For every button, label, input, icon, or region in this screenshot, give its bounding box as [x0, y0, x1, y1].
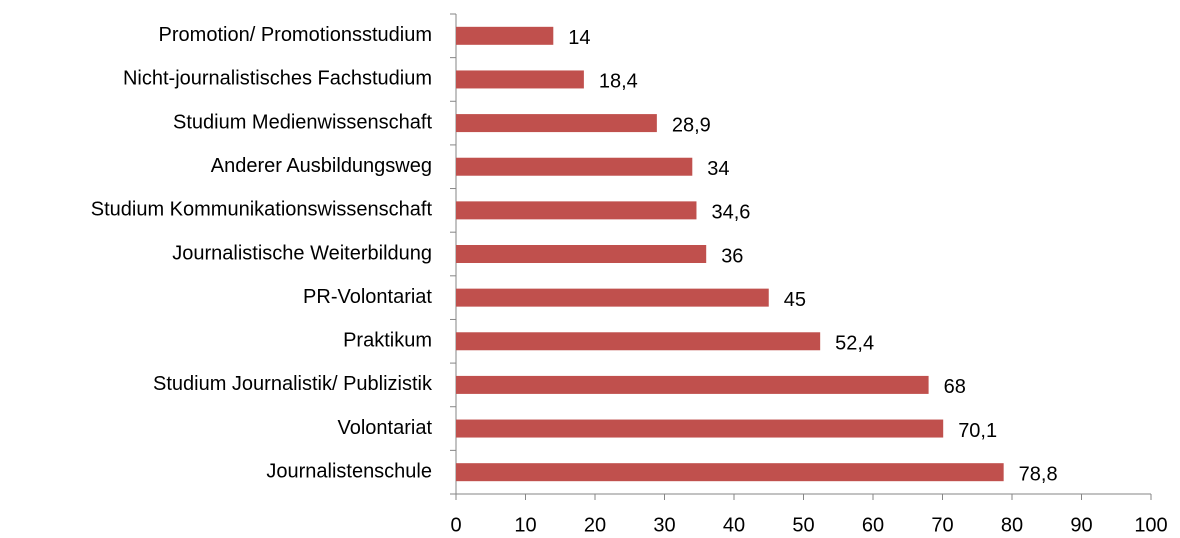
bar: [456, 70, 584, 89]
x-tick-label: 90: [1070, 514, 1092, 536]
bar: [456, 419, 944, 438]
y-tick-label: Studium Journalistik/ Publizistik: [153, 373, 433, 395]
x-tick-label: 0: [450, 514, 461, 536]
y-tick-label: Volontariat: [337, 417, 432, 439]
bar: [456, 157, 693, 176]
data-label: 14: [568, 27, 590, 49]
bar: [456, 332, 821, 351]
x-tick-label: 20: [584, 514, 606, 536]
x-tick-label: 30: [653, 514, 675, 536]
data-label: 36: [721, 245, 743, 267]
data-label: 28,9: [672, 114, 711, 136]
x-tick-label: 40: [723, 514, 745, 536]
data-label: 78,8: [1019, 463, 1058, 485]
y-tick-label: Journalistische Weiterbildung: [172, 242, 432, 264]
data-label: 70,1: [958, 420, 997, 442]
x-tick-label: 60: [862, 514, 884, 536]
data-label: 45: [784, 289, 806, 311]
data-label: 34,6: [711, 202, 750, 224]
data-label: 34: [707, 158, 729, 180]
bar: [456, 114, 657, 133]
data-label: 18,4: [599, 71, 638, 93]
y-tick-label: Praktikum: [343, 330, 432, 352]
bar: [456, 201, 697, 220]
y-tick-label: Anderer Ausbildungsweg: [211, 155, 432, 177]
y-tick-label: Studium Medienwissenschaft: [173, 111, 432, 133]
y-tick-label: Promotion/ Promotionsstudium: [159, 24, 432, 46]
y-tick-label: Studium Kommunikationswissenschaft: [91, 199, 433, 221]
x-tick-label: 100: [1134, 514, 1167, 536]
bar: [456, 288, 769, 307]
x-tick-label: 70: [931, 514, 953, 536]
y-tick-label: PR-Volontariat: [303, 286, 432, 308]
x-tick-label: 50: [792, 514, 814, 536]
data-label: 68: [944, 376, 966, 398]
y-tick-label: Nicht-journalistisches Fachstudium: [123, 68, 432, 90]
x-tick-label: 80: [1001, 514, 1023, 536]
bar: [456, 26, 554, 45]
x-tick-label: 10: [514, 514, 536, 536]
bar: [456, 463, 1004, 482]
bar: [456, 245, 707, 263]
bar: [456, 375, 929, 394]
y-tick-label: Journalistenschule: [266, 460, 432, 482]
data-label: 52,4: [835, 333, 874, 355]
